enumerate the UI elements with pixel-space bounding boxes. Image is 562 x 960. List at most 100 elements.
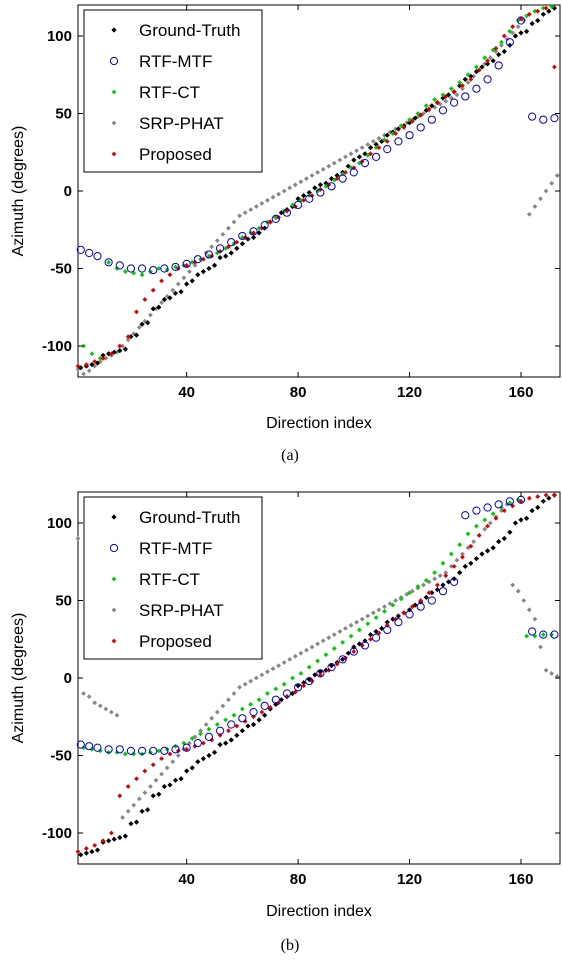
point-srp-phat xyxy=(315,641,321,647)
y-tick-label: 50 xyxy=(55,593,72,610)
point-rtf-ct xyxy=(206,253,212,259)
point-srp-phat xyxy=(237,213,242,219)
point-ground-truth xyxy=(161,783,167,790)
point-srp-phat xyxy=(276,191,282,197)
point-ground-truth xyxy=(306,676,312,683)
point-srp-phat xyxy=(549,180,555,186)
point-rtf-ct xyxy=(365,621,371,627)
point-rtf-ct xyxy=(507,28,513,34)
point-srp-phat xyxy=(304,647,309,653)
point-ground-truth xyxy=(523,28,530,34)
point-srp-phat xyxy=(198,728,203,734)
point-rtf-mtf xyxy=(516,16,526,25)
point-srp-phat xyxy=(443,570,449,575)
point-ground-truth xyxy=(429,103,435,109)
point-rtf-ct xyxy=(415,584,421,589)
point-rtf-ct xyxy=(490,511,496,517)
point-rtf-ct xyxy=(457,542,463,548)
x-tick-label: 120 xyxy=(397,871,422,888)
point-rtf-mtf xyxy=(193,739,202,748)
point-rtf-mtf xyxy=(316,669,325,678)
point-proposed xyxy=(526,495,532,501)
point-srp-phat xyxy=(148,784,153,789)
point-proposed xyxy=(543,5,549,11)
point-rtf-mtf xyxy=(160,746,169,755)
point-rtf-ct xyxy=(223,245,229,251)
point-srp-phat xyxy=(549,670,555,676)
point-srp-phat xyxy=(499,42,504,48)
point-proposed xyxy=(493,515,499,521)
point-srp-phat xyxy=(226,225,231,231)
point-proposed xyxy=(334,176,340,181)
point-srp-phat xyxy=(209,715,215,721)
point-rtf-mtf xyxy=(528,112,537,121)
point-srp-phat xyxy=(281,660,287,665)
legend-a: Ground-Truth RTF-MTF RTF-CT SRP-PHAT Propose… xyxy=(83,9,263,173)
y-tick-label: -100 xyxy=(42,825,72,842)
point-rtf-mtf xyxy=(483,503,492,512)
point-ground-truth xyxy=(412,602,418,608)
point-rtf-mtf xyxy=(85,742,94,751)
point-proposed xyxy=(83,362,89,367)
point-rtf-mtf xyxy=(93,252,102,261)
point-srp-phat xyxy=(270,194,276,200)
point-srp-phat xyxy=(437,101,443,107)
point-srp-phat xyxy=(170,759,176,765)
point-rtf-mtf xyxy=(360,159,370,168)
point-proposed xyxy=(192,743,198,749)
point-rtf-mtf xyxy=(182,259,191,268)
point-proposed xyxy=(159,756,164,761)
point-srp-phat xyxy=(109,709,114,715)
point-ground-truth xyxy=(172,290,179,296)
point-ground-truth xyxy=(535,504,541,511)
point-ground-truth xyxy=(206,265,212,272)
legend-item-rtf-mtf: RTF-MTF xyxy=(109,52,212,71)
point-rtf-mtf xyxy=(215,244,225,253)
point-proposed xyxy=(468,77,474,82)
caption-a: (a) xyxy=(281,447,299,464)
point-srp-phat xyxy=(153,777,159,783)
point-rtf-ct xyxy=(398,596,404,602)
point-ground-truth xyxy=(312,185,318,191)
point-proposed xyxy=(543,492,549,498)
point-rtf-ct xyxy=(156,266,162,271)
point-ground-truth xyxy=(462,76,468,82)
point-rtf-mtf xyxy=(316,188,325,197)
point-rtf-ct xyxy=(139,272,145,278)
legend-label-srp-phat: SRP-PHAT xyxy=(139,601,224,620)
point-ground-truth xyxy=(122,833,128,839)
point-rtf-ct xyxy=(423,577,429,583)
point-rtf-mtf xyxy=(372,633,381,642)
point-ground-truth xyxy=(150,306,156,312)
point-rtf-mtf xyxy=(305,677,314,686)
legend-marker-rtf-mtf xyxy=(109,56,119,66)
point-ground-truth xyxy=(133,332,140,338)
point-srp-phat xyxy=(170,287,176,293)
point-rtf-ct xyxy=(156,748,162,754)
point-srp-phat xyxy=(376,135,382,141)
point-rtf-ct xyxy=(106,259,112,265)
point-proposed xyxy=(75,363,81,369)
point-rtf-ct xyxy=(114,266,120,271)
point-proposed xyxy=(409,118,415,124)
point-ground-truth xyxy=(106,351,112,357)
x-tick-label: 80 xyxy=(290,384,307,401)
point-rtf-ct xyxy=(340,639,346,645)
y-tick-label: -50 xyxy=(50,261,72,278)
point-rtf-ct xyxy=(248,701,254,707)
point-ground-truth xyxy=(184,768,190,774)
point-ground-truth xyxy=(178,289,184,295)
point-srp-phat xyxy=(343,626,348,631)
point-ground-truth xyxy=(256,717,262,723)
x-tick-label: 160 xyxy=(508,871,533,888)
point-proposed xyxy=(109,351,114,357)
point-rtf-ct xyxy=(256,225,262,231)
point-proposed xyxy=(359,643,365,648)
legend-label-rtf-ct: RTF-CT xyxy=(139,570,200,589)
point-proposed xyxy=(501,33,507,39)
point-rtf-mtf xyxy=(405,131,414,140)
point-proposed xyxy=(535,8,541,14)
point-rtf-ct xyxy=(448,86,454,92)
point-rtf-mtf xyxy=(227,238,236,247)
point-rtf-ct xyxy=(390,602,396,608)
